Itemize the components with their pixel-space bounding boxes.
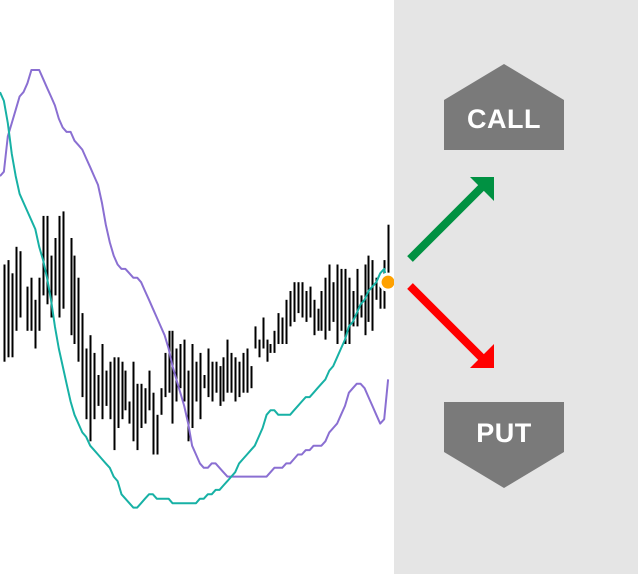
lower-band-line — [0, 91, 390, 509]
put-button-label: PUT — [476, 418, 532, 448]
upper-band-line — [0, 69, 390, 478]
put-button[interactable]: PUT — [444, 402, 564, 488]
call-button[interactable]: CALL — [444, 64, 564, 150]
call-button-label: CALL — [467, 104, 541, 134]
call-button-shape — [444, 64, 564, 150]
put-button-shape — [444, 402, 564, 488]
